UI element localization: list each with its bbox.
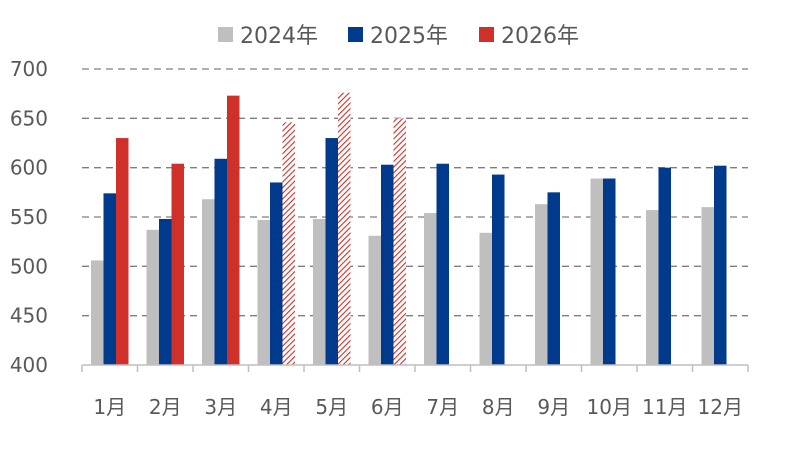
bar-2026年-2月 (171, 163, 184, 365)
bar-2025年-12月 (714, 165, 727, 365)
bar-2024年-6月 (368, 235, 381, 365)
x-tick-label: 10月 (587, 395, 632, 419)
y-tick-label: 550 (10, 205, 48, 229)
bar-2024年-12月 (701, 207, 714, 365)
bar-2025年-5月 (325, 138, 338, 365)
bar-2025年-1月 (103, 193, 116, 365)
y-tick-label: 700 (10, 57, 48, 81)
bar-2025年-10月 (603, 178, 616, 365)
bar-2024年-1月 (91, 260, 104, 365)
bar-2024年-7月 (424, 213, 437, 365)
axes: 400 450 500 550 600 650 700 1月 2月 3月 4月 5月 6月 7月 8月 9月 1… (10, 57, 749, 419)
bar-2025年-9月 (547, 192, 560, 365)
y-tick-label: 400 (10, 353, 48, 377)
gridlines (82, 68, 748, 317)
bar-2024年-4月 (257, 219, 270, 365)
x-tick-label: 8月 (482, 395, 515, 419)
bar-2024年-3月 (202, 199, 215, 365)
y-tick-label: 500 (10, 254, 48, 278)
x-tick-label: 9月 (537, 395, 570, 419)
bar-2024年-11月 (646, 210, 659, 365)
y-tick-label: 450 (10, 304, 48, 328)
legend-swatch-2025年 (348, 27, 363, 42)
bar-2025年-2月 (159, 218, 172, 365)
bar-2024年-5月 (313, 218, 326, 365)
legend-label-2026年: 2026年 (501, 24, 579, 49)
bar-2025年-3月 (214, 158, 227, 365)
y-tick-label: 600 (10, 156, 48, 180)
legend-label-2024年: 2024年 (240, 24, 318, 49)
bar-2024年-2月 (146, 229, 159, 365)
bar-2024年-9月 (535, 204, 548, 365)
bar-2025年-7月 (436, 163, 449, 365)
bar-2025年-8月 (492, 174, 505, 365)
legend-swatch-2024年 (218, 27, 233, 42)
bar-2024年-8月 (479, 232, 492, 365)
bar-2026年-6月 (393, 118, 406, 365)
x-tick-label: 7月 (426, 395, 459, 419)
legend-swatch-2026年 (479, 27, 494, 42)
x-tick-label: 5月 (315, 395, 348, 419)
bar-2026年-1月 (116, 138, 129, 365)
x-tick-label: 4月 (260, 395, 293, 419)
bar-2025年-4月 (270, 182, 283, 365)
y-tick-label: 650 (10, 106, 48, 130)
bar-2026年-3月 (227, 95, 240, 365)
bar-2024年-10月 (590, 178, 603, 365)
x-tick-label: 6月 (371, 395, 404, 419)
x-tick-label: 1月 (93, 395, 126, 419)
x-tick-label: 12月 (698, 395, 743, 419)
legend: 2024年 2025年 2026年 (218, 24, 579, 49)
bar-2026年-4月 (282, 122, 295, 365)
bar-2026年-5月 (338, 92, 351, 366)
legend-label-2025年: 2025年 (370, 24, 448, 49)
bars (91, 92, 727, 366)
x-tick-label: 2月 (149, 395, 182, 419)
bar-2025年-6月 (381, 164, 394, 365)
x-tick-label: 11月 (642, 395, 687, 419)
bar-2025年-11月 (658, 167, 671, 365)
x-tick-label: 3月 (204, 395, 237, 419)
